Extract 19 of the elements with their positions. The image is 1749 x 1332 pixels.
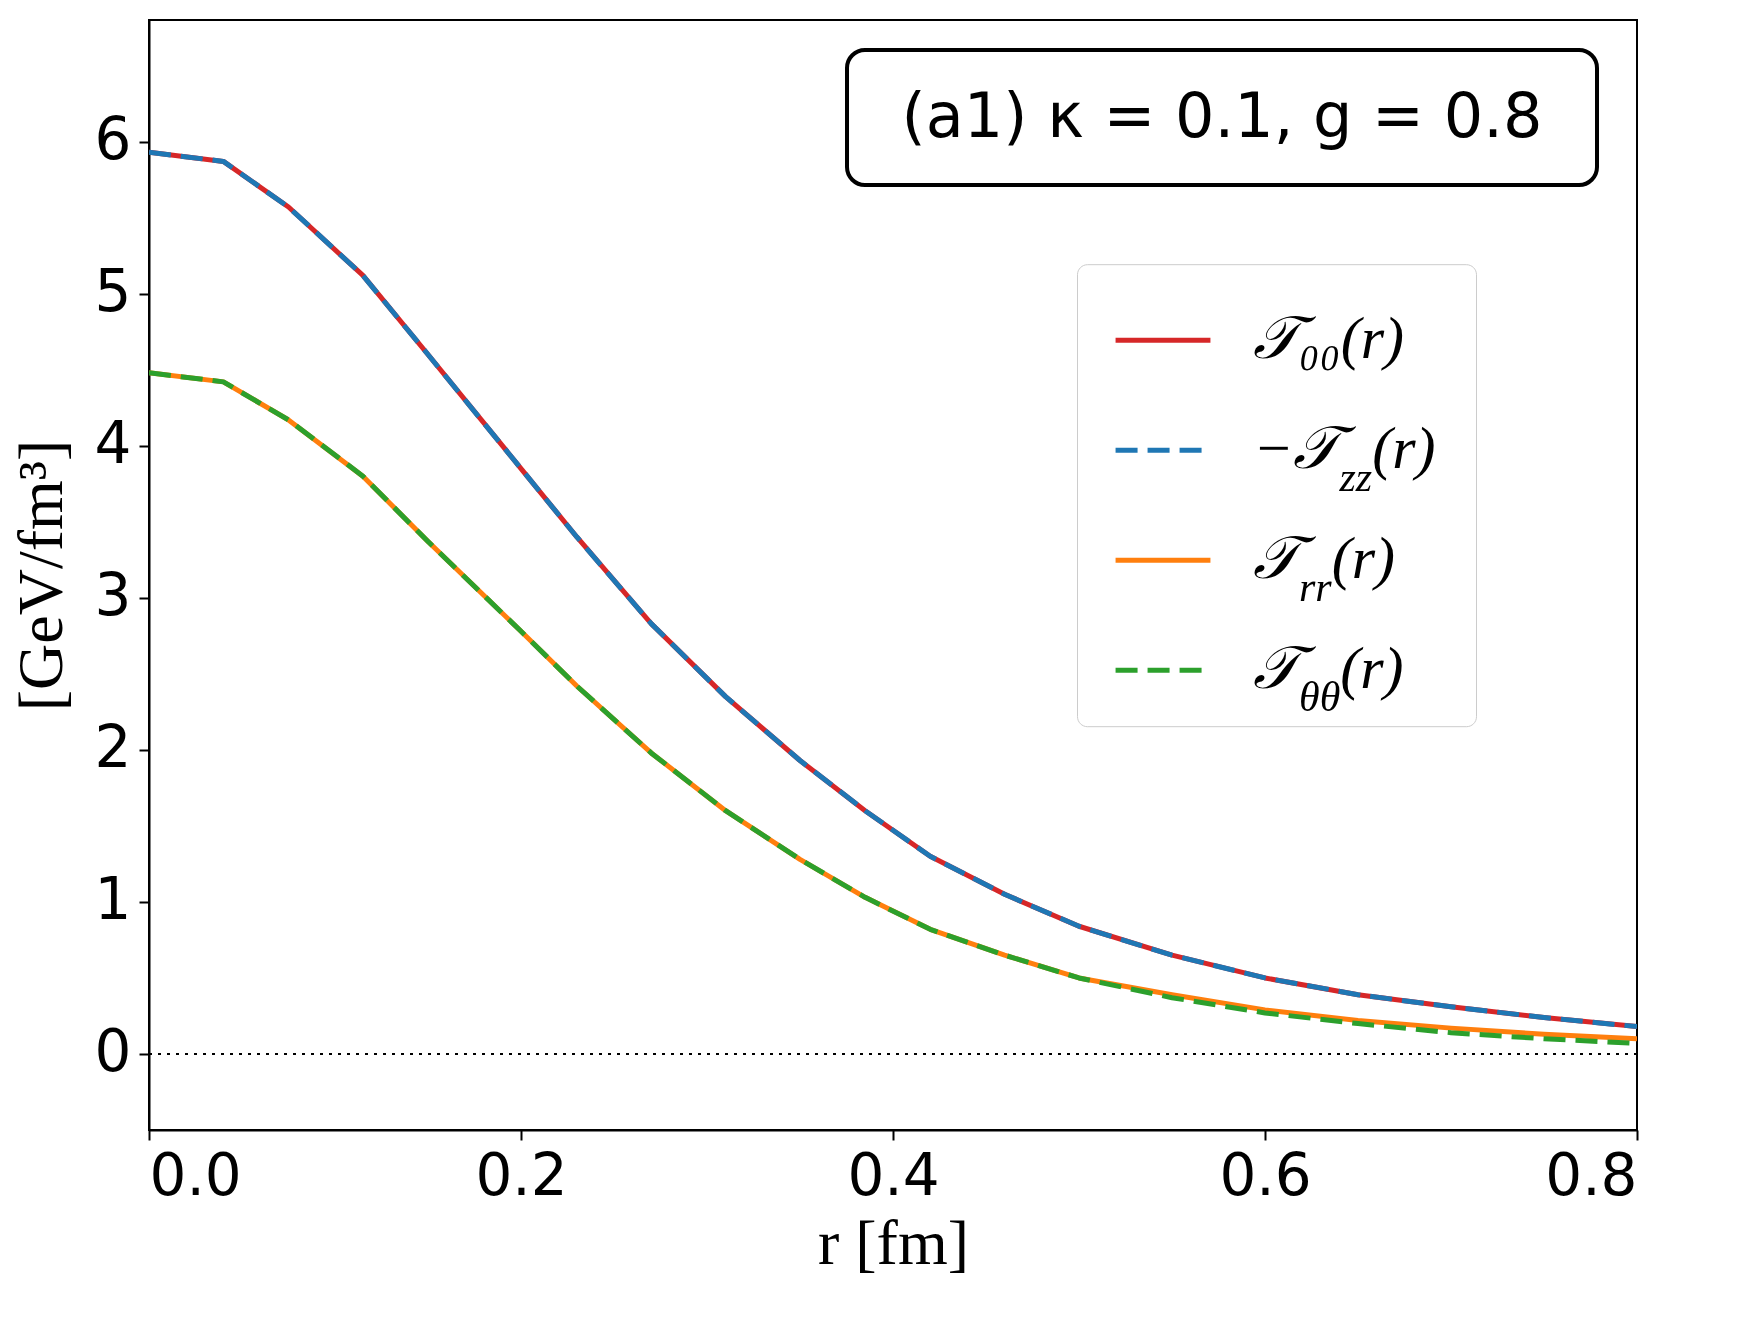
y-tick-label: 3 bbox=[94, 561, 132, 630]
annotation: (a1) κ = 0.1, g = 0.8 bbox=[901, 79, 1543, 152]
y-tick-label: 6 bbox=[94, 105, 132, 174]
legend-label: −𝒯$_{zz}$(r) bbox=[1253, 415, 1436, 501]
y-tick-label: 5 bbox=[94, 257, 132, 326]
x-tick-label: 0.0 bbox=[149, 1140, 242, 1209]
x-axis-title: r [fm] bbox=[817, 1206, 970, 1278]
y-tick-label: 0 bbox=[94, 1017, 132, 1086]
x-tick-label: 0.4 bbox=[847, 1140, 940, 1209]
legend-label: 𝒯$_{θθ}$(r) bbox=[1253, 635, 1404, 721]
legend-label: 𝒯$_{rr}$(r) bbox=[1253, 525, 1396, 611]
y-tick-label: 2 bbox=[94, 713, 132, 782]
x-tick-label: 0.2 bbox=[475, 1140, 568, 1209]
x-tick-label: 0.8 bbox=[1545, 1140, 1638, 1209]
legend-label: 𝒯₀₀(r) bbox=[1253, 305, 1405, 372]
y-tick-label: 1 bbox=[94, 865, 132, 934]
y-axis-title: [GeV/fm³] bbox=[4, 439, 76, 712]
x-tick-label: 0.6 bbox=[1219, 1140, 1312, 1209]
y-tick-label: 4 bbox=[94, 409, 132, 478]
